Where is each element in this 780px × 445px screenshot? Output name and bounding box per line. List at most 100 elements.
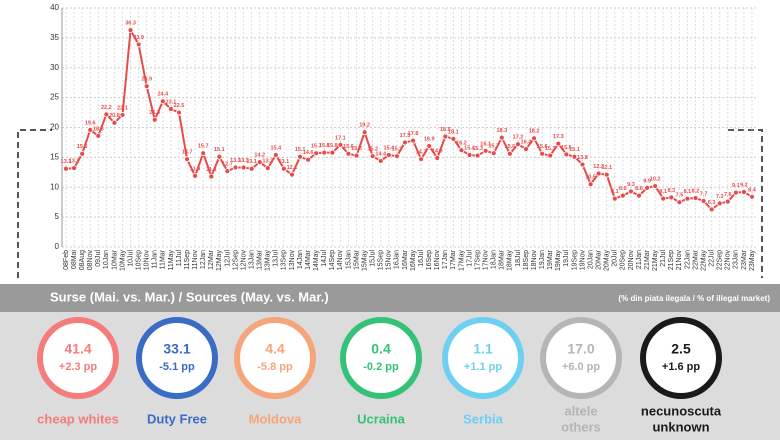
data-label: 15.2 bbox=[392, 147, 403, 153]
data-label: 9.1 bbox=[732, 183, 740, 189]
data-point bbox=[676, 199, 683, 206]
data-point bbox=[224, 168, 231, 175]
data-point bbox=[636, 192, 642, 199]
data-point bbox=[434, 155, 441, 161]
data-label: 13.2 bbox=[69, 159, 80, 165]
x-tick-label: 18May bbox=[507, 250, 514, 272]
data-point bbox=[281, 165, 287, 172]
x-tick-label: 22Jan bbox=[684, 250, 691, 269]
source-change: +6.0 pp bbox=[562, 361, 600, 373]
data-point bbox=[418, 156, 425, 163]
data-point bbox=[749, 193, 755, 200]
data-label: 16.2 bbox=[456, 141, 467, 147]
data-point bbox=[95, 132, 102, 139]
data-point bbox=[603, 171, 610, 178]
data-point bbox=[684, 195, 691, 202]
x-tick-label: 15Sep bbox=[378, 250, 385, 270]
data-point bbox=[716, 200, 723, 207]
data-point bbox=[741, 189, 747, 195]
data-label: 15.1 bbox=[569, 147, 580, 153]
data-point bbox=[272, 152, 279, 158]
x-tick-label: 14May bbox=[313, 250, 320, 272]
data-point bbox=[151, 116, 158, 123]
data-label: 14.7 bbox=[416, 150, 427, 156]
data-label: 26.9 bbox=[141, 77, 152, 83]
data-label: 8.3 bbox=[667, 188, 675, 194]
x-tick-label: 10Nov bbox=[144, 250, 151, 271]
x-tick-label: 10Jul bbox=[127, 250, 134, 267]
data-label: 9.2 bbox=[740, 182, 748, 188]
y-tick-label: 35 bbox=[50, 33, 59, 42]
data-point bbox=[724, 198, 731, 205]
data-label: 22.1 bbox=[117, 105, 128, 111]
data-point bbox=[176, 109, 182, 116]
data-point bbox=[385, 152, 392, 158]
x-tick-label: 14Jul bbox=[321, 250, 328, 267]
data-point bbox=[87, 126, 94, 133]
data-label: 17.2 bbox=[513, 135, 524, 141]
x-tick-label: 19May bbox=[555, 250, 562, 272]
x-tick-label: 20May bbox=[604, 250, 611, 272]
data-point bbox=[264, 165, 271, 172]
source-change: +1.1 pp bbox=[464, 361, 502, 373]
data-point bbox=[466, 152, 473, 158]
x-tick-label: 19Mar bbox=[547, 249, 554, 270]
data-label: 7.6 bbox=[724, 192, 732, 198]
source-change: -0.2 pp bbox=[363, 361, 399, 373]
data-label: 15.7 bbox=[198, 144, 209, 150]
data-label: 18.6 bbox=[93, 126, 104, 132]
data-label: 12.1 bbox=[601, 165, 612, 171]
data-label: 18.2 bbox=[529, 129, 540, 135]
x-tick-label: 21Nov bbox=[676, 250, 683, 271]
data-label: 15.7 bbox=[311, 144, 322, 150]
x-tick-label: 08Mai bbox=[71, 250, 78, 270]
data-label: 23.1 bbox=[166, 99, 177, 105]
data-label: 11.9 bbox=[190, 166, 200, 172]
data-point bbox=[192, 172, 199, 179]
x-tick-label: 17Jul bbox=[466, 250, 473, 267]
source-ring bbox=[540, 317, 622, 399]
data-label: 18.3 bbox=[496, 128, 507, 134]
data-label: 15.5 bbox=[561, 145, 572, 151]
x-tick-label: 08Aug bbox=[79, 250, 86, 270]
data-label: 14.2 bbox=[254, 153, 265, 159]
data-label: 13.8 bbox=[577, 155, 588, 161]
data-point bbox=[248, 165, 255, 172]
data-label: 22.2 bbox=[101, 105, 112, 111]
source-ring bbox=[37, 317, 119, 399]
source-value: 4.4 bbox=[265, 341, 285, 357]
data-label: 15.6 bbox=[505, 144, 516, 150]
data-point bbox=[410, 137, 416, 144]
data-label: 12.1 bbox=[287, 165, 298, 171]
data-label: 15.2 bbox=[367, 147, 378, 153]
source-change: +1.6 pp bbox=[662, 361, 700, 373]
data-point bbox=[563, 151, 570, 158]
data-point bbox=[652, 183, 659, 189]
data-point bbox=[692, 195, 699, 201]
data-label: 15.7 bbox=[488, 144, 499, 150]
data-point bbox=[313, 150, 320, 157]
data-label: 8.4 bbox=[748, 187, 757, 193]
x-tick-label: 21Sep bbox=[668, 250, 675, 270]
source-name: necunoscuta bbox=[641, 403, 722, 418]
x-tick-label: 17Mar bbox=[450, 249, 457, 270]
data-label: 10.2 bbox=[650, 177, 661, 183]
data-label: 8.1 bbox=[684, 189, 692, 195]
x-tick-label: 19Jan bbox=[539, 250, 546, 269]
data-point bbox=[159, 98, 166, 105]
data-point bbox=[119, 112, 126, 118]
x-tick-label: 22Nov bbox=[725, 250, 732, 271]
data-point bbox=[393, 153, 400, 160]
x-tick-label: 12Mar bbox=[208, 249, 215, 270]
data-label: 15.6 bbox=[537, 144, 548, 150]
data-label: 15.3 bbox=[545, 146, 556, 152]
y-tick-label: 30 bbox=[50, 63, 59, 72]
y-tick-label: 40 bbox=[50, 3, 59, 12]
x-tick-label: 16May bbox=[410, 250, 417, 272]
data-point bbox=[595, 170, 602, 177]
source-change: -5.8 pp bbox=[257, 361, 293, 373]
data-point bbox=[732, 189, 739, 196]
data-point bbox=[490, 150, 497, 157]
data-point bbox=[240, 164, 247, 171]
